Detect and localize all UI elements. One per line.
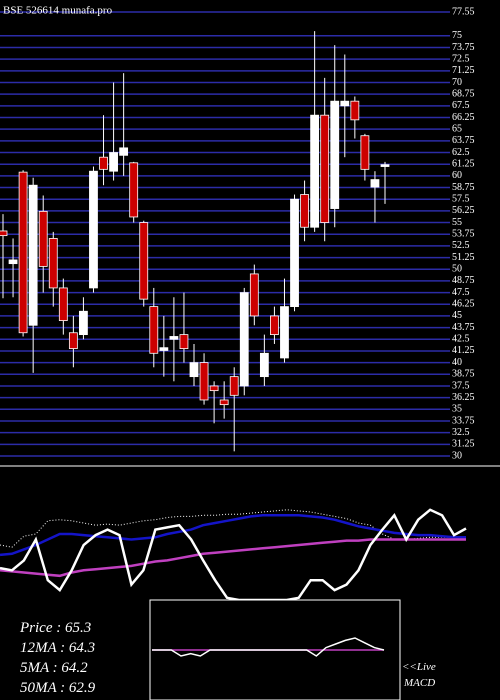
- y-tick-label: 61.25: [452, 158, 475, 169]
- indicators: [0, 508, 467, 602]
- y-tick-label: 51.25: [452, 252, 475, 263]
- y-tick-label: 36.25: [452, 392, 475, 403]
- candle-body: [310, 114, 320, 228]
- y-tick-label: 31.25: [452, 439, 475, 450]
- candle-body: [18, 171, 28, 334]
- y-tick-label: 73.75: [452, 42, 475, 53]
- candle-body: [370, 179, 380, 188]
- candle-body: [139, 222, 149, 300]
- candle-body: [28, 184, 38, 326]
- candle-body: [280, 306, 289, 359]
- candle-body: [330, 100, 340, 209]
- candle-body: [360, 135, 370, 170]
- candle-body: [58, 287, 68, 322]
- indicator-line: [0, 508, 467, 602]
- info-12ma: 12MA : 64.3: [20, 640, 95, 656]
- y-tick-label: 75: [452, 30, 462, 41]
- indicator-line: [0, 538, 466, 578]
- indicator-line: [0, 509, 466, 548]
- y-tick-label: 68.75: [452, 88, 475, 99]
- candle-body: [290, 198, 299, 307]
- candle-body: [0, 230, 8, 237]
- candle-body: [179, 334, 189, 350]
- y-tick-label: 38.75: [452, 369, 475, 380]
- candle-body: [38, 210, 48, 267]
- y-tick-label: 65: [452, 123, 462, 134]
- y-tick-label: 55: [452, 217, 462, 228]
- candle-body: [249, 273, 259, 317]
- grid: 77.557573.7572.571.257068.7567.566.25656…: [0, 6, 475, 461]
- candle-body: [68, 332, 78, 350]
- y-tick-label: 35: [452, 404, 462, 415]
- y-tick-label: 50: [452, 264, 462, 275]
- candle-body: [99, 156, 108, 170]
- y-tick-label: 56.25: [452, 205, 475, 216]
- candle-body: [380, 164, 390, 167]
- candle-body: [149, 306, 159, 354]
- info-50ma: 50MA : 62.9: [20, 680, 96, 696]
- candle-body: [159, 347, 169, 351]
- info-price: Price : 65.3: [19, 620, 91, 636]
- y-tick-label: 71.25: [452, 65, 475, 76]
- y-tick-label: 43.75: [452, 322, 475, 333]
- y-tick-label: 33.75: [452, 415, 475, 426]
- macd-label: MACD: [403, 677, 435, 689]
- y-tick-label: 40: [452, 357, 462, 368]
- y-tick-label: 42.5: [452, 334, 470, 345]
- macd-live: <<Live: [402, 661, 436, 673]
- candle-body: [320, 114, 330, 223]
- candles: [0, 31, 390, 452]
- candle-body: [270, 315, 279, 336]
- y-tick-label: 48.75: [452, 275, 475, 286]
- candle-body: [79, 310, 88, 336]
- y-tick-label: 58.75: [452, 182, 475, 193]
- y-tick-label: 53.75: [452, 229, 475, 240]
- candle-body: [209, 385, 219, 392]
- y-tick-label: 72.5: [452, 53, 470, 64]
- candle-body: [350, 100, 360, 121]
- candle-body: [89, 170, 98, 289]
- candle-body: [189, 362, 199, 378]
- candle-body: [8, 259, 18, 265]
- candle-body: [340, 100, 350, 107]
- y-tick-label: 62.5: [452, 147, 470, 158]
- y-tick-label: 37.5: [452, 380, 470, 391]
- candle-body: [219, 399, 229, 406]
- candle-body: [199, 362, 209, 401]
- y-tick-label: 46.25: [452, 299, 475, 310]
- candle-body: [259, 352, 269, 378]
- y-tick-label: 77.55: [452, 6, 475, 17]
- macd-line: [152, 637, 385, 657]
- candle-body: [119, 147, 129, 156]
- candle-body: [300, 194, 309, 228]
- candle-body: [169, 336, 179, 340]
- y-tick-label: 45: [452, 310, 462, 321]
- candle-body: [129, 162, 139, 218]
- y-tick-label: 32.5: [452, 427, 470, 438]
- indicator-line: [0, 514, 466, 557]
- y-tick-label: 70: [452, 77, 462, 88]
- y-tick-label: 41.25: [452, 345, 475, 356]
- title: BSE 526614 munafa.pro: [3, 5, 113, 17]
- y-tick-label: 30: [452, 450, 462, 461]
- y-tick-label: 60: [452, 170, 462, 181]
- candle-body: [48, 238, 58, 289]
- macd: [152, 637, 385, 657]
- y-tick-label: 63.75: [452, 135, 475, 146]
- y-tick-label: 47.5: [452, 287, 470, 298]
- candle-body: [109, 152, 118, 172]
- y-tick-label: 57.5: [452, 194, 470, 205]
- info-5ma: 5MA : 64.2: [20, 660, 88, 676]
- y-tick-label: 67.5: [452, 100, 470, 111]
- y-tick-label: 52.5: [452, 240, 470, 251]
- candle-body: [239, 292, 249, 387]
- candle-body: [229, 376, 239, 396]
- y-tick-label: 66.25: [452, 112, 475, 123]
